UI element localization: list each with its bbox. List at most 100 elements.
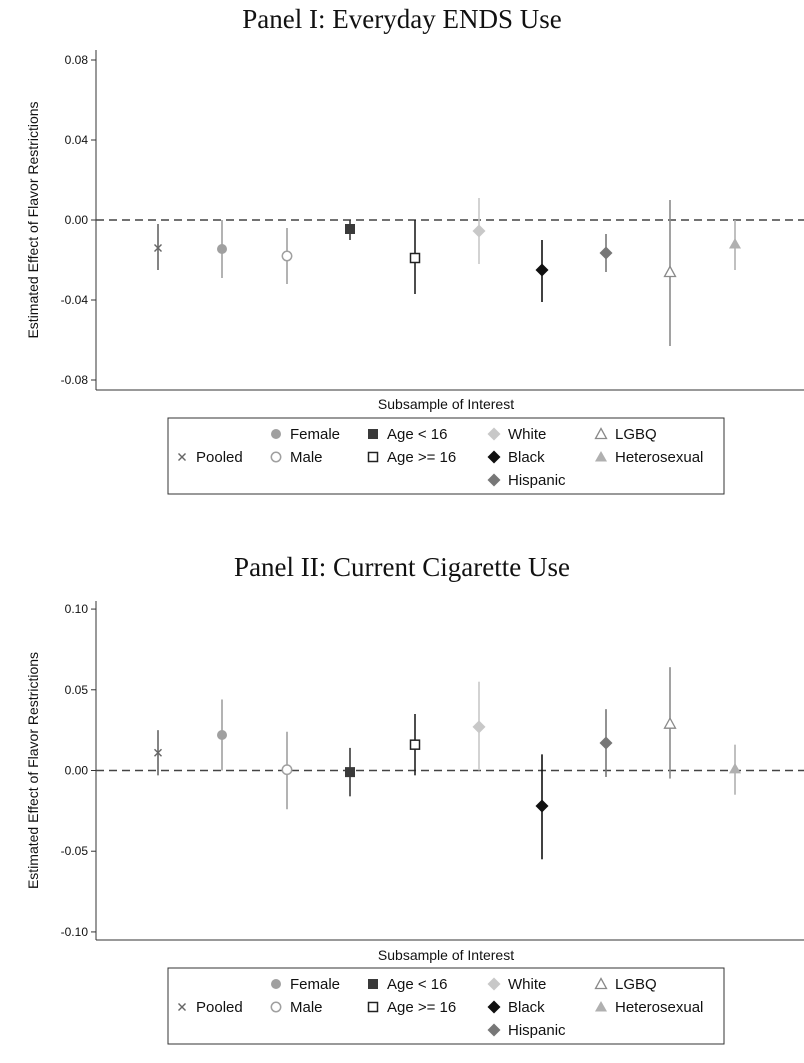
- legend-label: Pooled: [196, 999, 243, 1016]
- legend-marker-age-16: [367, 1001, 379, 1013]
- legend-item-female: Female: [271, 426, 340, 443]
- y-tick-label: -0.04: [61, 293, 89, 307]
- series-male: [281, 731, 293, 810]
- legend-marker-heterosexual: [595, 1001, 607, 1012]
- point-estimate-heterosexual: [729, 762, 741, 774]
- legend-marker-lgbq: [594, 977, 608, 990]
- legend-label: White: [508, 426, 546, 443]
- y-tick-label: 0.00: [65, 764, 89, 778]
- y-tick-label: 0.04: [65, 133, 89, 147]
- series-female: [217, 220, 227, 278]
- legend-item-heterosexual: Heterosexual: [595, 999, 703, 1016]
- legend-item-male: Male: [270, 449, 323, 466]
- legend-marker-female: [271, 429, 281, 439]
- point-estimate-heterosexual: [729, 238, 741, 249]
- legend-label: Male: [290, 999, 323, 1016]
- legend-marker-black: [487, 1000, 501, 1014]
- point-estimate-age-16: [409, 739, 421, 750]
- legend-marker-white: [487, 977, 501, 991]
- series-hispanic: [599, 234, 613, 272]
- series-male: [281, 228, 293, 284]
- legend-marker-age-16: [368, 429, 378, 439]
- legend-label: Age >= 16: [387, 999, 456, 1016]
- legend-label: Age < 16: [387, 976, 447, 993]
- series-black: [535, 754, 549, 860]
- legend-box: [167, 967, 725, 1045]
- legend-item-pooled: Pooled: [178, 999, 243, 1016]
- legend-label: Hispanic: [508, 1022, 566, 1039]
- y-axis-label: Estimated Effect of Flavor Restrictions: [25, 101, 41, 338]
- point-estimate-pooled: [154, 244, 162, 252]
- point-estimate-female: [217, 729, 227, 740]
- point-estimate-lgbq: [663, 716, 677, 729]
- legend-marker-pooled: [178, 453, 186, 461]
- legend-item-black: Black: [487, 999, 545, 1016]
- legend-label: LGBQ: [615, 426, 657, 443]
- series-black: [535, 240, 549, 302]
- series-age-16: [409, 220, 421, 294]
- panel-title: Panel II: Current Cigarette Use: [234, 552, 570, 582]
- series-lgbq: [663, 667, 677, 779]
- legend-label: Female: [290, 426, 340, 443]
- legend: Pooled Female Male Age < 16 Age >= 16 White Bl…: [167, 417, 725, 495]
- point-estimate-black: [535, 799, 549, 813]
- legend-label: Female: [290, 976, 340, 993]
- legend-marker-female: [271, 979, 281, 989]
- point-estimate-male: [281, 764, 293, 776]
- legend-item-female: Female: [271, 976, 340, 993]
- legend-label: Age < 16: [387, 426, 447, 443]
- series-lgbq: [663, 200, 677, 346]
- legend-label: Pooled: [196, 449, 243, 466]
- panel-2: Panel II: Current Cigarette Use 0.10 0.05 0…: [25, 552, 804, 1045]
- legend-item-heterosexual: Heterosexual: [595, 449, 703, 466]
- point-estimate-age-16: [345, 767, 355, 778]
- legend-marker-age-16: [367, 451, 379, 463]
- legend-item-age-16: Age >= 16: [367, 999, 456, 1016]
- legend-item-age-16: Age >= 16: [367, 449, 456, 466]
- point-estimate-hispanic: [599, 246, 613, 260]
- legend-item-lgbq: LGBQ: [594, 426, 657, 443]
- x-axis-label: Subsample of Interest: [378, 947, 514, 963]
- y-axis-label: Estimated Effect of Flavor Restrictions: [25, 652, 41, 889]
- legend-marker-male: [270, 1001, 282, 1013]
- point-estimate-age-16: [409, 252, 421, 264]
- legend-label: Age >= 16: [387, 449, 456, 466]
- y-tick-label: 0.08: [65, 53, 89, 67]
- series-age-16: [345, 220, 355, 240]
- point-estimate-white: [472, 224, 486, 238]
- point-estimate-lgbq: [663, 265, 677, 278]
- legend-marker-hispanic: [487, 473, 501, 487]
- point-estimate-pooled: [154, 748, 162, 757]
- legend-item-white: White: [487, 426, 546, 443]
- panel-1: Panel I: Everyday ENDS Use 0.08 0.04 0.00 -0…: [25, 4, 804, 495]
- panel-title: Panel I: Everyday ENDS Use: [242, 4, 561, 34]
- point-estimate-white: [472, 720, 486, 734]
- legend-item-lgbq: LGBQ: [594, 976, 657, 993]
- legend-marker-lgbq: [594, 427, 608, 440]
- point-estimate-age-16: [345, 224, 355, 234]
- legend-box: [167, 417, 725, 495]
- legend-item-black: Black: [487, 449, 545, 466]
- legend-label: LGBQ: [615, 976, 657, 993]
- series-female: [217, 699, 227, 771]
- legend-marker-black: [487, 450, 501, 464]
- y-tick-label: -0.05: [61, 844, 89, 858]
- legend: Pooled Female Male Age < 16 Age >= 16 White Bl…: [167, 967, 725, 1045]
- point-estimate-black: [535, 263, 549, 277]
- series-white: [472, 198, 486, 264]
- legend-marker-male: [270, 451, 282, 463]
- point-estimate-male: [281, 250, 293, 262]
- x-axis-label: Subsample of Interest: [378, 396, 514, 412]
- point-estimate-hispanic: [599, 736, 613, 750]
- legend-item-hispanic: Hispanic: [487, 472, 566, 489]
- series-heterosexual: [729, 220, 741, 270]
- series-heterosexual: [729, 744, 741, 795]
- series-hispanic: [599, 709, 613, 777]
- series-pooled: [154, 224, 162, 270]
- legend-label: Heterosexual: [615, 999, 703, 1016]
- series-age-16: [409, 714, 421, 776]
- legend-label: Male: [290, 449, 323, 466]
- legend-label: Heterosexual: [615, 449, 703, 466]
- y-tick-label: 0.10: [65, 602, 89, 616]
